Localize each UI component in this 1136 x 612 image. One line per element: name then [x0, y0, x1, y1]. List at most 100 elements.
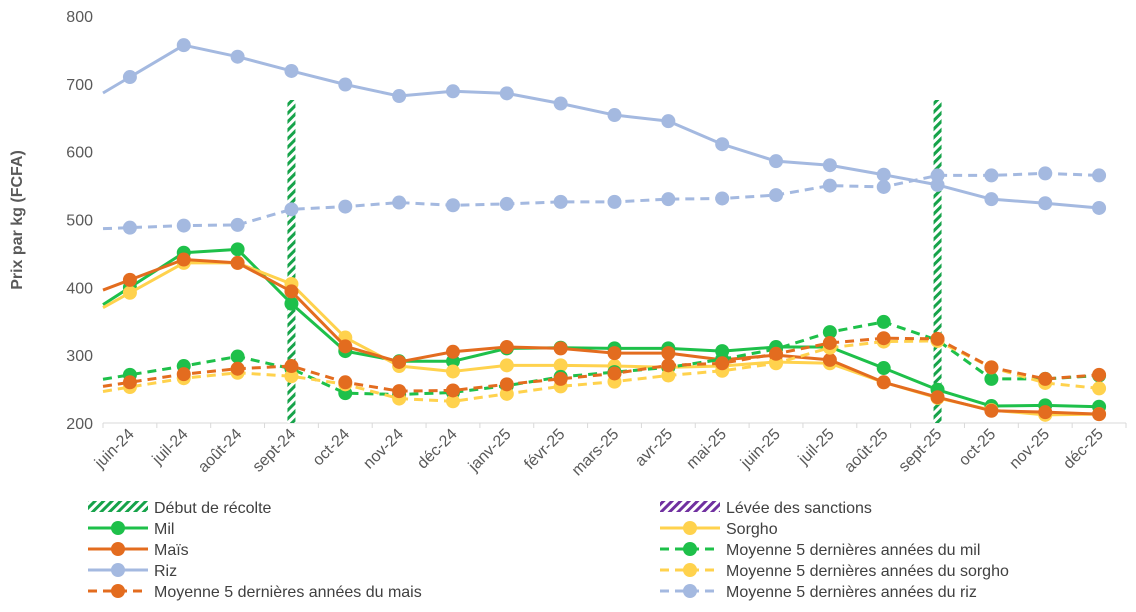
data-point — [876, 375, 891, 390]
data-point — [338, 375, 353, 390]
legend-item: Moyenne 5 dernières années du riz — [660, 584, 977, 601]
series-line — [102, 336, 1100, 393]
data-point — [392, 384, 407, 399]
legend: Début de récolte Lévée des sanctions Mil So… — [88, 500, 1009, 601]
data-point — [392, 354, 407, 369]
series-moyenne-5-dernieres-annees-du-mil — [102, 314, 1107, 402]
data-point — [984, 192, 999, 207]
data-point — [822, 325, 837, 340]
y-tick-label: 200 — [66, 416, 93, 433]
legend-label: Moyenne 5 dernières années du sorgho — [726, 563, 1009, 580]
data-point — [230, 361, 245, 376]
data-point — [876, 331, 891, 346]
data-point — [176, 218, 191, 233]
data-point — [553, 96, 568, 111]
legend-swatch — [660, 501, 720, 512]
harvest-start-marker — [933, 100, 942, 423]
data-point — [715, 137, 730, 152]
data-point — [284, 202, 299, 217]
legend-marker — [111, 542, 125, 556]
data-point — [984, 168, 999, 183]
y-axis-title: Prix par kg (FCFA) — [9, 150, 26, 290]
data-point — [122, 70, 137, 85]
data-point — [1092, 407, 1107, 422]
data-point — [553, 341, 568, 356]
data-point — [769, 154, 784, 169]
data-point — [553, 358, 568, 373]
x-tick-label: juil-24 — [149, 426, 192, 469]
x-tick-label: oct-25 — [956, 426, 1000, 470]
data-point — [769, 346, 784, 361]
legend-label: Moyenne 5 dernières années du mais — [154, 584, 422, 601]
x-tick-label: juil-25 — [795, 426, 838, 469]
data-point — [553, 371, 568, 386]
data-point — [176, 38, 191, 53]
legend-marker — [111, 584, 125, 598]
legend-marker — [683, 542, 697, 556]
data-point — [984, 403, 999, 418]
data-point — [122, 272, 137, 287]
data-point — [984, 371, 999, 386]
data-point — [661, 192, 676, 207]
data-point — [822, 352, 837, 367]
legend-item: Maïs — [88, 542, 189, 559]
data-point — [661, 368, 676, 383]
legend-item: Moyenne 5 dernières années du mil — [660, 542, 980, 559]
data-point — [661, 346, 676, 361]
x-tick-label: sept-25 — [896, 426, 946, 476]
data-point — [176, 367, 191, 382]
legend-marker — [111, 521, 125, 535]
data-point — [822, 178, 837, 193]
series-moyenne-5-dernieres-annees-du-sorgho — [102, 333, 1107, 409]
data-point — [445, 198, 460, 213]
data-point — [230, 242, 245, 257]
data-point — [822, 335, 837, 350]
y-tick-label: 600 — [66, 145, 93, 162]
data-point — [338, 199, 353, 214]
legend-item: Mil — [88, 521, 174, 538]
legend-item: Moyenne 5 dernières années du sorgho — [660, 563, 1009, 580]
y-tick-label: 500 — [66, 213, 93, 230]
y-axis: 200 300 400 500 600 700 800 — [66, 9, 93, 433]
x-tick-label: mars-25 — [569, 426, 623, 480]
legend-label: Mil — [154, 521, 174, 538]
legend-item: Sorgho — [660, 521, 778, 538]
legend-label: Sorgho — [726, 521, 778, 538]
data-point — [176, 252, 191, 267]
y-tick-label: 400 — [66, 280, 93, 297]
x-tick-label: sept-24 — [250, 426, 300, 476]
legend-marker — [111, 563, 125, 577]
data-point — [392, 195, 407, 210]
data-point — [1092, 168, 1107, 183]
data-point — [822, 158, 837, 173]
x-tick-label: déc-24 — [414, 426, 461, 473]
x-tick-label: août-25 — [841, 426, 891, 476]
x-axis: juin-24 juil-24 août-24 sept-24 oct-24 nov-24… — [91, 422, 1127, 480]
legend-marker — [683, 521, 697, 535]
data-point — [122, 285, 137, 300]
data-point — [876, 361, 891, 376]
harvest-markers — [287, 100, 942, 423]
data-point — [338, 339, 353, 354]
legend-label: Maïs — [154, 542, 189, 559]
legend-marker — [683, 563, 697, 577]
data-point — [607, 346, 622, 361]
harvest-start-marker — [287, 100, 296, 423]
data-point — [876, 314, 891, 329]
data-point — [338, 77, 353, 92]
data-point — [284, 63, 299, 78]
y-tick-label: 700 — [66, 77, 93, 94]
data-point — [607, 108, 622, 123]
series-line — [102, 43, 1100, 210]
data-point — [1092, 381, 1107, 396]
data-point — [1038, 166, 1053, 181]
data-point — [230, 349, 245, 364]
x-tick-label: déc-25 — [1060, 426, 1107, 473]
x-tick-label: août-24 — [195, 426, 245, 476]
x-tick-label: févr-25 — [521, 426, 568, 473]
data-point — [230, 49, 245, 64]
data-point — [1038, 371, 1053, 386]
data-point — [445, 344, 460, 359]
data-point — [499, 196, 514, 211]
legend-swatch — [88, 501, 148, 512]
